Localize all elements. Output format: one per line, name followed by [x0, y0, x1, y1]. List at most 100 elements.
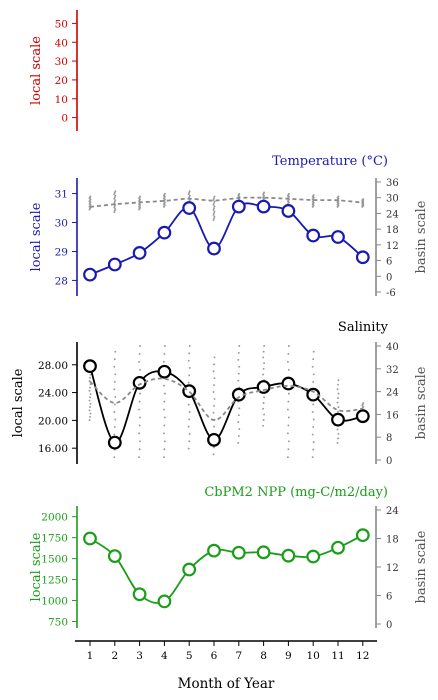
basin-sample-point	[163, 416, 166, 419]
basin-sample-point	[286, 456, 289, 459]
basin-sample-point	[312, 441, 315, 444]
basin-sample-point	[262, 419, 265, 422]
basin-sample-point	[287, 448, 290, 451]
basin-sample-point	[213, 212, 215, 215]
basin-sample-point	[162, 456, 165, 459]
basin-sample-point	[213, 217, 215, 220]
basin-sample-point	[113, 403, 116, 406]
basin-sample-point	[237, 441, 240, 444]
basin-sample-point	[287, 392, 290, 395]
basin-sample-point	[212, 208, 215, 211]
basin-sample-point	[187, 447, 190, 450]
basin-sample-point	[188, 352, 191, 355]
local-series-point	[355, 250, 370, 265]
basin-sample-point	[113, 411, 116, 413]
basin-mean-line	[89, 196, 363, 208]
left-axis-label: local scale	[29, 532, 44, 601]
basin-sample-point	[89, 386, 91, 389]
local-series-point	[331, 230, 345, 244]
basin-sample-point	[312, 448, 315, 451]
basin-sample-point	[187, 425, 190, 428]
left-tick-label: 16.00	[38, 443, 68, 455]
basin-sample-point	[187, 381, 190, 384]
basin-sample-point	[263, 191, 266, 194]
basin-sample-point	[337, 432, 340, 435]
right-tick-label: 0	[386, 620, 392, 631]
basin-sample-point	[237, 435, 240, 437]
basin-sample-point	[337, 392, 340, 395]
local-series-line	[89, 534, 364, 604]
local-series-point	[231, 545, 246, 560]
basin-sample-point	[188, 190, 191, 193]
basin-sample-point	[287, 192, 290, 195]
basin-sample-point	[337, 195, 340, 198]
basin-sample-point	[113, 426, 116, 428]
basin-sample-point	[237, 358, 240, 361]
basin-sample-point	[238, 345, 241, 347]
left-tick-label: 20.00	[38, 415, 68, 427]
basin-sample-point	[213, 377, 216, 380]
local-series-point	[182, 562, 197, 577]
basin-sample-point	[213, 446, 215, 449]
basin-sample-point	[238, 407, 241, 410]
left-tick-label: 1500	[41, 554, 68, 566]
basin-sample-point	[262, 402, 265, 404]
x-tick-label: 1	[87, 650, 94, 662]
basin-sample-point	[113, 206, 116, 209]
basin-sample-point	[237, 421, 240, 424]
local-series-point	[182, 201, 197, 215]
basin-sample-point	[139, 440, 142, 443]
local-series-point	[132, 246, 147, 260]
basin-sample-point	[89, 396, 91, 399]
basin-sample-point	[311, 365, 314, 368]
basin-sample-point	[286, 432, 289, 435]
local-series-point	[107, 549, 122, 564]
basin-sample-point	[89, 373, 92, 376]
basin-sample-point	[213, 195, 216, 198]
basin-sample-point	[312, 426, 315, 428]
basin-sample-point	[287, 400, 290, 403]
basin-sample-point	[311, 411, 314, 413]
basin-sample-point	[163, 440, 166, 443]
local-series-point	[281, 548, 296, 563]
local-series-point	[157, 594, 172, 609]
basin-sample-point	[237, 351, 240, 354]
basin-sample-point	[113, 211, 116, 214]
basin-sample-point	[114, 350, 117, 353]
chart-panel-2: Temperature (°C) 28 29 30 31 local scale -6 0 6 1…	[29, 154, 429, 299]
basin-sample-point	[114, 418, 117, 421]
left-tick-label: 50	[55, 18, 68, 30]
basin-sample-point	[114, 194, 117, 197]
local-series-point	[331, 412, 345, 427]
local-series-line	[89, 365, 363, 444]
right-tick-label: 6	[386, 257, 392, 268]
basin-sample-point	[139, 368, 142, 371]
basin-sample-point	[212, 391, 215, 393]
local-series-point	[207, 432, 221, 447]
left-axis-label: local scale	[29, 202, 44, 271]
basin-sample-point	[187, 193, 190, 196]
left-tick-label: 30	[55, 218, 68, 230]
basin-sample-point	[212, 370, 215, 373]
left-tick-label: 30	[55, 56, 68, 68]
basin-sample-point	[113, 193, 116, 196]
basin-sample-point	[213, 210, 216, 213]
basin-sample-point	[336, 388, 339, 391]
basin-sample-point	[212, 213, 215, 216]
local-series-point	[107, 257, 122, 272]
x-tick-label: 6	[211, 650, 218, 662]
local-series-point	[256, 199, 271, 214]
basin-sample-point	[337, 437, 339, 440]
basin-sample-point	[138, 424, 141, 427]
basin-sample-point	[138, 448, 141, 451]
basin-sample-point	[213, 363, 215, 366]
right-tick-label: 0	[386, 272, 392, 283]
x-tick-label: 3	[136, 650, 143, 662]
basin-sample-point	[188, 432, 191, 435]
basin-sample-point	[89, 376, 91, 379]
basin-sample-point	[311, 456, 314, 459]
basin-sample-point	[312, 358, 315, 361]
basin-sample-point	[287, 352, 290, 355]
local-series-point	[182, 384, 197, 399]
local-series-point	[207, 241, 221, 256]
